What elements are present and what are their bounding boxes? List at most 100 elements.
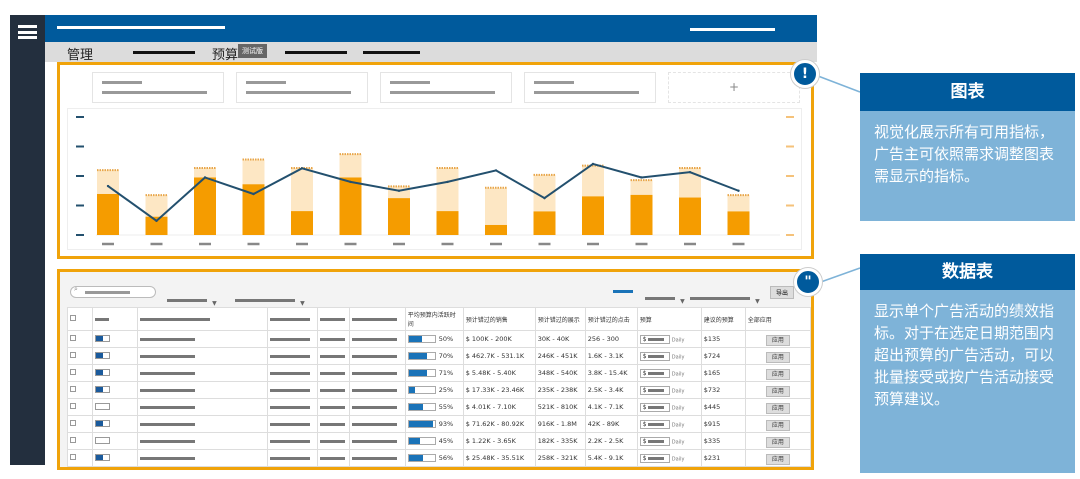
budget-input[interactable]: $ xyxy=(639,368,670,378)
table-row[interactable]: 55% $ 4.01K - 7.10K 521K - 810K 4.1K - 7… xyxy=(67,398,812,416)
bar-potential xyxy=(97,170,119,194)
apply-button[interactable]: 应用 xyxy=(765,351,790,363)
apply-button[interactable]: 应用 xyxy=(765,419,790,431)
chart-callout-badge: ! xyxy=(791,60,819,88)
kpi-card[interactable] xyxy=(524,72,656,103)
budget-input[interactable]: $ xyxy=(639,385,670,395)
campaign-toggle[interactable] xyxy=(94,351,110,359)
active-time-pct: 50% xyxy=(438,335,454,343)
campaign-toggle[interactable] xyxy=(94,368,110,376)
missed-sales: $ 25.48K - 35.51K xyxy=(462,449,536,467)
bar-potential xyxy=(291,168,313,212)
hamburger-icon[interactable] xyxy=(18,25,37,39)
apply-button[interactable]: 应用 xyxy=(765,368,790,380)
row-checkbox[interactable] xyxy=(70,403,76,409)
legend-marker xyxy=(613,290,633,293)
search-input[interactable]: ⌕ xyxy=(70,285,156,298)
line-point xyxy=(155,219,158,223)
header-sales[interactable]: 预计错过的销售 xyxy=(462,307,536,331)
bar-potential xyxy=(145,195,168,217)
bar xyxy=(630,194,653,235)
account-placeholder[interactable] xyxy=(690,28,775,31)
bar xyxy=(388,198,410,235)
budget-input[interactable]: $ xyxy=(639,436,670,446)
apply-button[interactable]: 应用 xyxy=(765,402,790,414)
column-dropdown[interactable]: ▼ xyxy=(645,288,685,307)
line-point xyxy=(543,196,546,200)
chart xyxy=(67,108,802,250)
tab-manage[interactable]: 管理 xyxy=(67,48,94,63)
table-row[interactable]: 70% $ 462.7K - 531.1K 246K - 451K 1.6K -… xyxy=(67,347,812,365)
apply-button[interactable]: 应用 xyxy=(765,453,790,465)
budget-input[interactable]: $ xyxy=(639,402,670,412)
table-callout-badge: " xyxy=(794,268,822,296)
active-time-pct: 56% xyxy=(438,454,454,462)
bar xyxy=(339,177,362,235)
active-time-bar xyxy=(407,352,436,360)
campaign-toggle[interactable] xyxy=(94,419,110,427)
apply-button[interactable]: 应用 xyxy=(765,334,790,346)
line-point xyxy=(688,170,692,174)
budget-input[interactable]: $ xyxy=(639,334,670,344)
table-row[interactable]: 25% $ 17.33K - 23.46K 235K - 238K 2.5K -… xyxy=(67,381,812,399)
budget-input[interactable]: $ xyxy=(639,419,670,429)
kpi-card[interactable] xyxy=(92,72,224,103)
kpi-card[interactable] xyxy=(236,72,368,103)
active-time-pct: 93% xyxy=(438,420,454,428)
tab-budget[interactable]: 预算 xyxy=(212,48,239,63)
campaign-toggle[interactable] xyxy=(94,436,110,444)
line-series xyxy=(107,162,739,223)
date-dropdown[interactable]: ▼ xyxy=(690,288,760,307)
row-checkbox[interactable] xyxy=(70,454,76,460)
line-point xyxy=(203,176,207,179)
search-icon: ⌕ xyxy=(74,285,78,293)
row-checkbox[interactable] xyxy=(70,335,76,341)
campaign-toggle[interactable] xyxy=(94,385,110,393)
add-kpi-button[interactable]: + xyxy=(668,72,800,103)
row-checkbox[interactable] xyxy=(70,420,76,426)
header-impressions[interactable]: 预计错过的展示 xyxy=(534,307,586,331)
filter-dropdown[interactable]: ▼ xyxy=(167,290,217,309)
row-checkbox[interactable] xyxy=(70,386,76,392)
line-point xyxy=(494,169,498,172)
bar-potential xyxy=(533,174,556,212)
active-time-bar xyxy=(407,403,436,411)
active-time-pct: 55% xyxy=(438,403,454,411)
kpi-card[interactable] xyxy=(380,72,512,103)
table-header-row: 平均预算内活跃时间 预计错过的销售 预计错过的展示 预计错过的点击 预算 建议的… xyxy=(67,307,812,331)
bar xyxy=(679,197,701,235)
tab-placeholder[interactable] xyxy=(133,51,195,54)
export-button[interactable]: 导出 xyxy=(770,286,795,299)
budget-period: Daily xyxy=(671,439,685,445)
bar xyxy=(97,193,119,235)
filter-dropdown[interactable]: ▼ xyxy=(235,290,305,309)
active-time-bar xyxy=(407,369,436,377)
campaign-toggle[interactable] xyxy=(94,453,110,461)
budget-period: Daily xyxy=(671,354,685,360)
row-checkbox[interactable] xyxy=(70,437,76,443)
chart-panel: + xyxy=(57,62,814,259)
line-point xyxy=(349,180,352,184)
campaign-toggle[interactable] xyxy=(94,334,110,342)
line-point xyxy=(446,180,449,184)
row-checkbox[interactable] xyxy=(70,369,76,375)
table-row[interactable]: 45% $ 1.22K - 3.65K 182K - 335K 2.2K - 2… xyxy=(67,432,812,450)
apply-button[interactable]: 应用 xyxy=(765,436,790,448)
campaign-toggle[interactable] xyxy=(94,402,110,410)
missed-clicks: 5.4K - 9.1K xyxy=(584,449,638,467)
apply-all-button[interactable]: 全部应用 xyxy=(744,307,812,331)
header-suggested[interactable]: 建议的预算 xyxy=(700,307,746,331)
table-row[interactable]: 93% $ 71.62K - 80.92K 916K - 1.8M 42K - … xyxy=(67,415,812,433)
select-all-checkbox[interactable] xyxy=(70,315,76,321)
table-row[interactable]: 56% $ 25.48K - 35.51K 258K - 321K 5.4K -… xyxy=(67,449,812,467)
line-point xyxy=(737,189,740,192)
row-checkbox[interactable] xyxy=(70,352,76,358)
table-row[interactable]: 71% $ 5.48K - 5.40K 348K - 540K 3.8K - 1… xyxy=(67,364,812,382)
budget-input[interactable]: $ xyxy=(639,453,670,463)
budget-input[interactable]: $ xyxy=(639,351,670,361)
active-time-pct: 71% xyxy=(438,369,454,377)
tab-placeholder[interactable] xyxy=(285,51,347,54)
bar-potential xyxy=(582,165,604,197)
tab-placeholder[interactable] xyxy=(363,51,420,54)
apply-button[interactable]: 应用 xyxy=(765,385,790,397)
